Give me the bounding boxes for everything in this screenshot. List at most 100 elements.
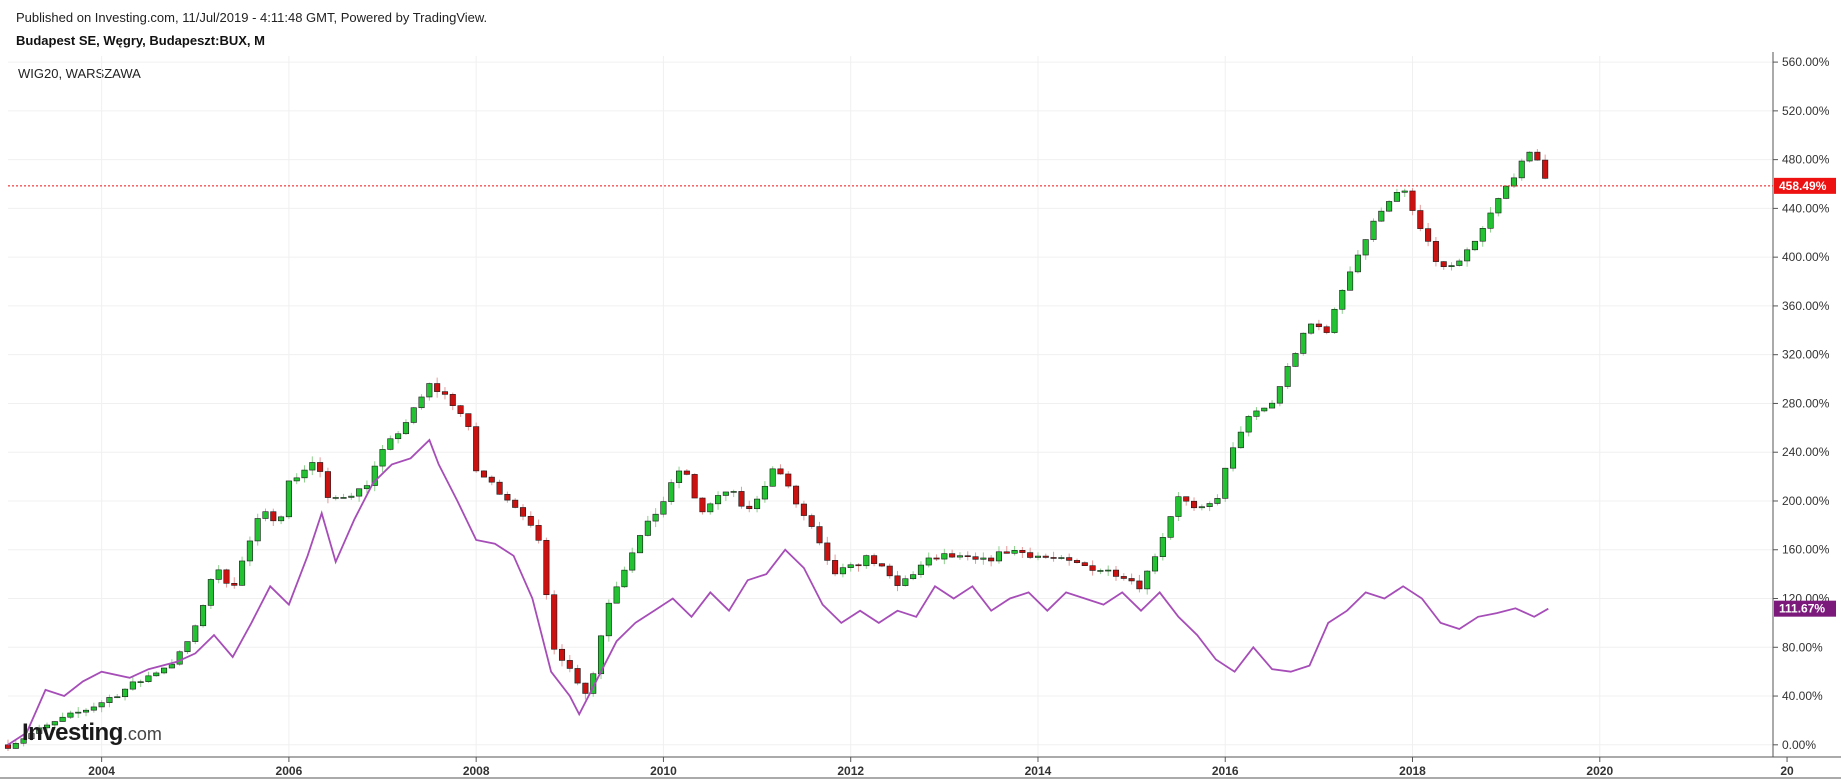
candle bbox=[1464, 249, 1471, 262]
candle bbox=[933, 557, 940, 560]
candle bbox=[137, 681, 144, 683]
x-tick-label: 2006 bbox=[276, 764, 303, 778]
candle bbox=[1378, 210, 1385, 222]
candle bbox=[301, 469, 308, 479]
candle bbox=[1440, 261, 1447, 267]
x-tick-label: 2018 bbox=[1399, 764, 1426, 778]
candle bbox=[1120, 576, 1127, 579]
candle bbox=[988, 557, 995, 562]
candle bbox=[629, 552, 636, 571]
candle bbox=[207, 579, 214, 606]
candle bbox=[12, 742, 19, 749]
candle bbox=[910, 574, 917, 580]
candle bbox=[1019, 550, 1026, 553]
y-tick-label: 480.00% bbox=[1782, 153, 1830, 167]
candle bbox=[106, 697, 113, 703]
candle bbox=[1456, 260, 1463, 266]
candle bbox=[231, 583, 238, 586]
candle bbox=[832, 560, 839, 575]
candle bbox=[293, 477, 300, 482]
candle bbox=[730, 491, 737, 493]
candle bbox=[855, 564, 862, 567]
candle bbox=[434, 383, 441, 392]
y-tick-label: 560.00% bbox=[1782, 55, 1830, 69]
candle bbox=[1300, 332, 1307, 354]
candle bbox=[285, 480, 292, 518]
candle bbox=[488, 476, 495, 483]
x-tick-label: 20 bbox=[1780, 764, 1794, 778]
candle bbox=[200, 605, 207, 627]
candle bbox=[1105, 569, 1112, 572]
candle bbox=[917, 564, 924, 575]
candle bbox=[519, 507, 527, 517]
comparison-legend-wig20[interactable]: WIG20, WARSZAWA bbox=[18, 66, 141, 81]
candle bbox=[1034, 555, 1042, 558]
candle bbox=[309, 462, 316, 471]
candle bbox=[754, 498, 761, 510]
candle bbox=[1354, 254, 1361, 273]
candle bbox=[457, 405, 464, 414]
candle bbox=[1073, 560, 1081, 563]
candle bbox=[1542, 159, 1549, 179]
candle bbox=[402, 422, 409, 435]
candle bbox=[184, 641, 191, 653]
candle bbox=[75, 711, 82, 714]
candle bbox=[90, 706, 97, 711]
candle bbox=[317, 462, 324, 472]
candle bbox=[722, 491, 729, 496]
candle bbox=[871, 555, 878, 564]
candle bbox=[1308, 323, 1315, 334]
candle bbox=[715, 495, 722, 505]
candle bbox=[972, 556, 979, 560]
candle bbox=[20, 738, 27, 744]
y-tick-label: 0.00% bbox=[1782, 738, 1816, 752]
candle bbox=[51, 721, 58, 726]
wig20-last-label: 111.67% bbox=[1779, 602, 1825, 616]
candle bbox=[777, 468, 784, 475]
candle bbox=[1167, 516, 1174, 538]
symbol-title: Budapest SE, Węgry, Budapeszt:BUX, M bbox=[16, 33, 265, 48]
candle bbox=[1269, 402, 1276, 409]
candle bbox=[1222, 467, 1229, 499]
y-tick-label: 440.00% bbox=[1782, 201, 1830, 215]
candle bbox=[1503, 185, 1510, 199]
brand-suffix: .com bbox=[122, 724, 162, 744]
candle bbox=[278, 516, 285, 522]
candle bbox=[1253, 410, 1260, 417]
candle bbox=[1292, 353, 1299, 367]
candle bbox=[1526, 151, 1533, 162]
candle bbox=[43, 724, 51, 729]
candle bbox=[980, 557, 987, 560]
candle bbox=[153, 672, 160, 677]
candle bbox=[1230, 447, 1237, 469]
candle bbox=[98, 702, 105, 708]
candle bbox=[902, 578, 909, 586]
x-tick-label: 2020 bbox=[1586, 764, 1613, 778]
x-tick-label: 2016 bbox=[1212, 764, 1239, 778]
y-tick-label: 80.00% bbox=[1782, 640, 1823, 654]
candle bbox=[816, 526, 823, 544]
candle bbox=[332, 497, 339, 499]
candle bbox=[1370, 220, 1377, 240]
candle bbox=[270, 511, 277, 522]
candle bbox=[1276, 386, 1283, 404]
candle bbox=[496, 481, 503, 495]
candle bbox=[1261, 407, 1268, 412]
y-tick-label: 200.00% bbox=[1782, 494, 1830, 508]
candle bbox=[1183, 496, 1190, 502]
candle bbox=[964, 555, 971, 558]
candle bbox=[1011, 550, 1018, 554]
candle bbox=[1479, 228, 1486, 242]
candle bbox=[363, 485, 370, 490]
candle bbox=[1206, 503, 1213, 507]
candle bbox=[597, 635, 605, 675]
candle bbox=[691, 474, 698, 499]
candle bbox=[449, 394, 456, 406]
x-tick-label: 2004 bbox=[88, 764, 115, 778]
candle bbox=[371, 465, 378, 486]
candle bbox=[668, 482, 675, 502]
candle bbox=[925, 557, 932, 566]
candle bbox=[1190, 500, 1198, 509]
candle bbox=[808, 515, 815, 527]
